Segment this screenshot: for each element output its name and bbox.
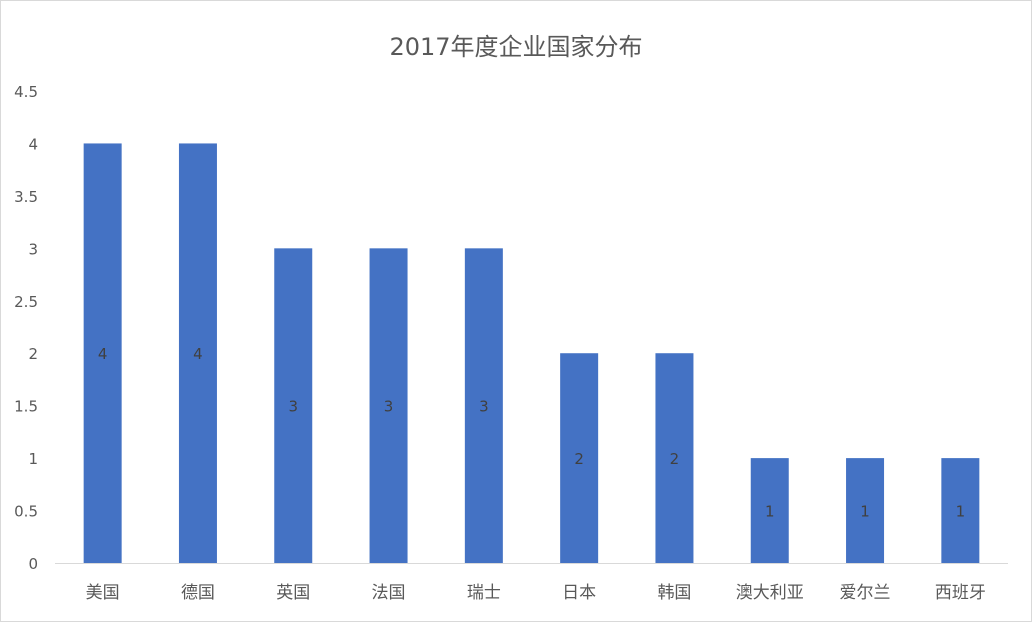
bar-6 bbox=[655, 353, 694, 563]
x-category-label: 澳大利亚 bbox=[736, 583, 804, 603]
data-label: 3 bbox=[479, 398, 489, 416]
data-label: 3 bbox=[288, 398, 298, 416]
bar-5 bbox=[560, 353, 599, 563]
data-label: 2 bbox=[670, 450, 680, 468]
y-tick-label: 3 bbox=[28, 240, 38, 258]
data-label: 1 bbox=[956, 503, 966, 521]
y-tick-label: 2 bbox=[28, 345, 38, 363]
bar-8 bbox=[846, 458, 885, 563]
y-tick-label: 1 bbox=[28, 450, 38, 468]
bar-2 bbox=[274, 248, 313, 564]
bar-0 bbox=[83, 143, 122, 563]
data-label: 3 bbox=[384, 398, 394, 416]
x-category-label: 英国 bbox=[276, 583, 310, 603]
x-category-label: 美国 bbox=[86, 583, 120, 603]
data-label: 4 bbox=[98, 345, 108, 363]
y-tick-label: 4.5 bbox=[14, 83, 38, 101]
y-tick-label: 0.5 bbox=[14, 503, 38, 521]
x-category-label: 韩国 bbox=[657, 583, 691, 603]
x-category-label: 日本 bbox=[562, 583, 596, 603]
data-label: 1 bbox=[765, 503, 775, 521]
y-tick-label: 1.5 bbox=[14, 398, 38, 416]
bar-7 bbox=[750, 458, 789, 563]
x-category-label: 法国 bbox=[372, 583, 406, 603]
data-label: 4 bbox=[193, 345, 203, 363]
bar-9 bbox=[941, 458, 980, 563]
data-label: 1 bbox=[860, 503, 870, 521]
y-tick-label: 0 bbox=[28, 555, 38, 573]
bar-3 bbox=[369, 248, 408, 564]
y-tick-label: 3.5 bbox=[14, 188, 38, 206]
y-tick-label: 2.5 bbox=[14, 293, 38, 311]
x-category-label: 德国 bbox=[181, 583, 215, 603]
bar-4 bbox=[464, 248, 503, 564]
x-category-label: 西班牙 bbox=[935, 583, 986, 603]
x-category-label: 瑞士 bbox=[467, 583, 501, 603]
data-label: 2 bbox=[574, 450, 584, 468]
bar-1 bbox=[178, 143, 217, 563]
x-category-label: 爱尔兰 bbox=[840, 583, 891, 603]
y-tick-label: 4 bbox=[28, 135, 38, 153]
chart-title: 2017年度企业国家分布 bbox=[389, 33, 643, 61]
